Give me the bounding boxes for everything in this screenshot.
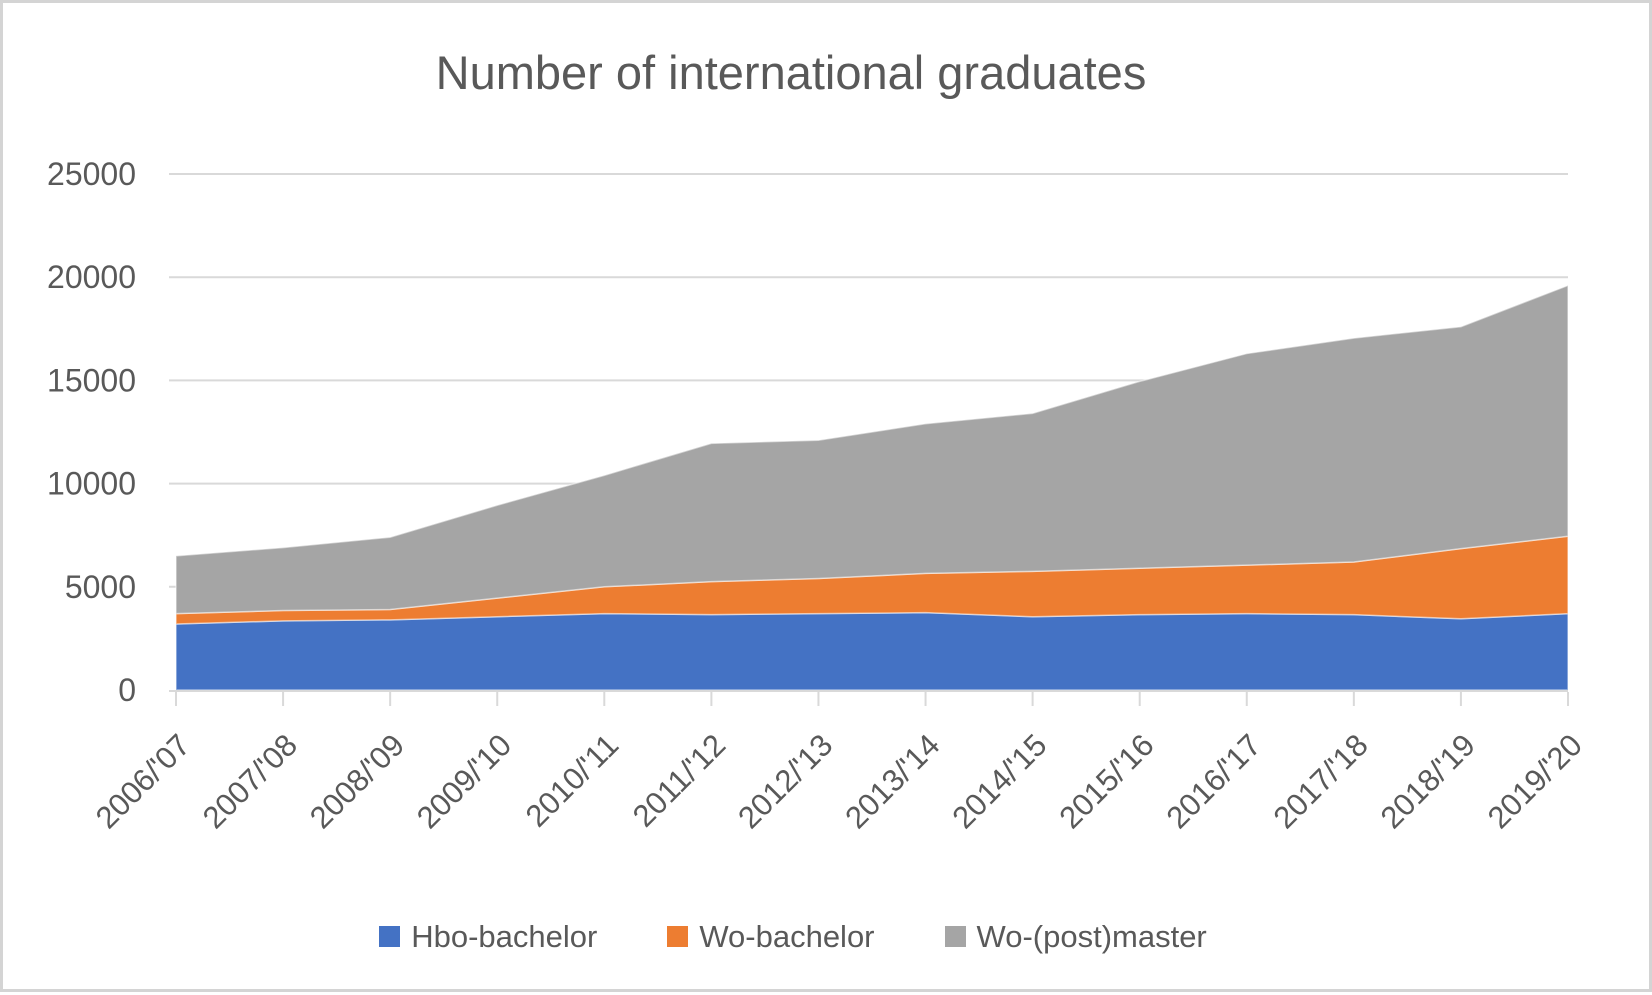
x-axis-label: 2010/'11 [519,727,626,834]
x-axis-label: 2011/'12 [626,727,733,834]
x-axis-label: 2019/'20 [1481,727,1589,835]
y-axis-label: 10000 [47,466,136,502]
legend-label-wo-bachelor: Wo-bachelor [699,919,875,954]
legend-label-hbo-bachelor: Hbo-bachelor [411,919,598,954]
plot-area: 0 5000 10000 15000 20000 25000 2006/'072007/'0… [47,156,1589,835]
x-axis-label: 2013/'14 [838,727,946,835]
legend-swatch-wo-post-master [944,926,966,947]
y-axis-label: 5000 [65,569,136,605]
x-axis-label: 2008/'09 [303,727,411,835]
y-axis-label: 25000 [47,156,136,192]
x-axis-label: 2016/'17 [1160,727,1268,835]
area-hbo-bachelor [175,611,1569,691]
legend-label-wo-post-master: Wo-(post)master [976,919,1207,954]
x-axis-label: 2017/'18 [1267,727,1375,835]
x-axis-label: 2009/'10 [410,727,518,835]
area-wo-post-master [175,284,1569,615]
legend-item-wo-post-master: Wo-(post)master [944,919,1207,954]
x-axis-label: 2007/'08 [196,727,304,835]
legend-item-hbo-bachelor: Hbo-bachelor [379,921,597,952]
x-axis-label: 2018/'19 [1374,727,1482,835]
x-axis-label: 2006/'07 [89,727,197,835]
y-axis-label: 0 [118,672,136,708]
chart-title: Number of international graduates [435,46,1147,99]
legend-item-wo-bachelor: Wo-bachelor [667,919,875,954]
legend-swatch-hbo-bachelor [379,926,401,947]
y-axis-label: 20000 [47,259,136,295]
legend-swatch-wo-bachelor [667,926,689,947]
legend: Hbo-bachelor Wo-bachelor Wo-(post)master [3,921,1583,952]
x-axis-label: 2015/'16 [1052,727,1160,835]
x-axis-label: 2012/'13 [731,727,839,835]
x-axis-label: 2014/'15 [945,727,1053,835]
y-axis-label: 15000 [47,362,136,398]
